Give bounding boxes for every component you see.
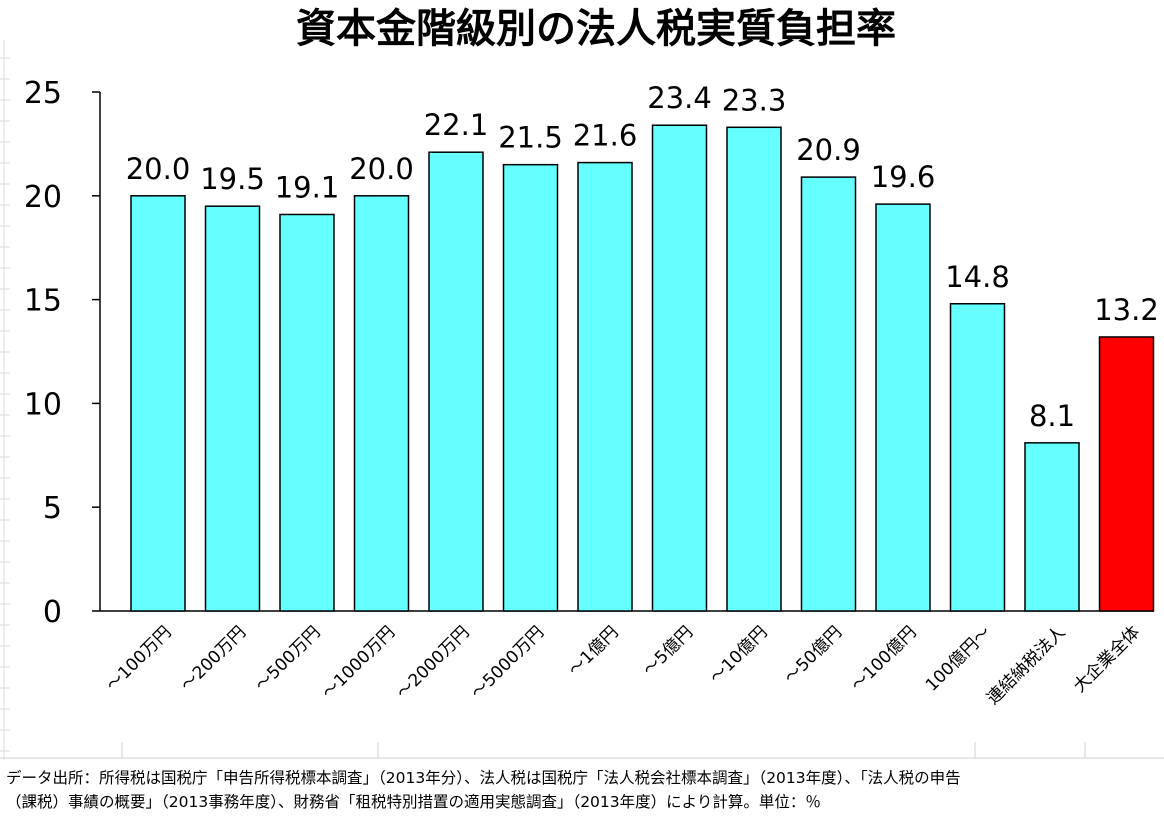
x-tick-label: ～5億円 — [639, 622, 697, 680]
bar — [502, 163, 559, 612]
data-label: 22.1 — [424, 108, 489, 142]
x-tick-label: ～500万円 — [251, 622, 324, 695]
x-tick-label: ～50億円 — [781, 622, 847, 688]
x-tick-label: 大企業全体 — [1070, 622, 1144, 696]
bar — [279, 213, 335, 612]
data-label: 23.4 — [647, 81, 712, 115]
x-tick-label: ～1億円 — [565, 622, 623, 680]
data-label: 21.5 — [498, 121, 563, 155]
bar — [130, 195, 186, 612]
x-tick-label: 連結納税法人 — [983, 622, 1069, 708]
data-label: 14.8 — [945, 260, 1010, 294]
bar — [726, 126, 782, 612]
bar — [577, 161, 633, 612]
y-tick-label: 20 — [24, 180, 62, 215]
x-tick-label: ～1000万円 — [318, 622, 399, 703]
y-tick-label: 15 — [24, 284, 62, 319]
data-label: 19.6 — [871, 160, 936, 194]
y-tick-label: 0 — [43, 595, 62, 630]
x-tick-label: ～5000万円 — [467, 622, 548, 703]
data-label: 20.0 — [126, 152, 191, 186]
x-tick-label: ～2000万円 — [393, 622, 474, 703]
bar — [1024, 442, 1080, 612]
data-label: 23.3 — [722, 83, 787, 117]
bar — [651, 124, 708, 612]
bar — [875, 203, 931, 612]
bar — [949, 303, 1006, 612]
data-label: 19.5 — [200, 162, 265, 196]
x-tick-label: ～200万円 — [177, 622, 250, 695]
y-tick-label: 5 — [43, 491, 62, 526]
x-tick-label: ～10億円 — [706, 622, 772, 688]
x-tick-label: ～100億円 — [847, 622, 920, 695]
source-note-line1: データ出所：所得税は国税庁「申告所得税標本調査」（2013年分）、法人税は国税庁… — [6, 769, 961, 787]
data-label: 20.0 — [349, 152, 414, 186]
bar — [428, 151, 484, 612]
x-tick-label: ～100万円 — [102, 622, 175, 695]
bar — [204, 205, 261, 612]
data-label: 20.9 — [796, 133, 861, 167]
bar — [800, 176, 857, 612]
data-label: 19.1 — [275, 170, 340, 204]
data-label: 21.6 — [573, 119, 638, 153]
data-label: 8.1 — [1029, 399, 1075, 433]
source-note-line2: （課税）事績の概要」（2013事務年度）、財務省「租税特別措置の適用実態調査」（… — [6, 793, 821, 811]
chart-title: 資本金階級別の法人税実質負担率 — [296, 6, 896, 52]
source-note: データ出所：所得税は国税庁「申告所得税標本調査」（2013年分）、法人税は国税庁… — [6, 766, 1160, 814]
bar — [353, 195, 410, 612]
x-tick-label: 100億円～ — [922, 622, 995, 695]
bar — [1098, 336, 1155, 612]
y-tick-label: 25 — [24, 76, 62, 111]
data-label: 13.2 — [1094, 293, 1159, 327]
y-tick-label: 10 — [24, 387, 62, 422]
